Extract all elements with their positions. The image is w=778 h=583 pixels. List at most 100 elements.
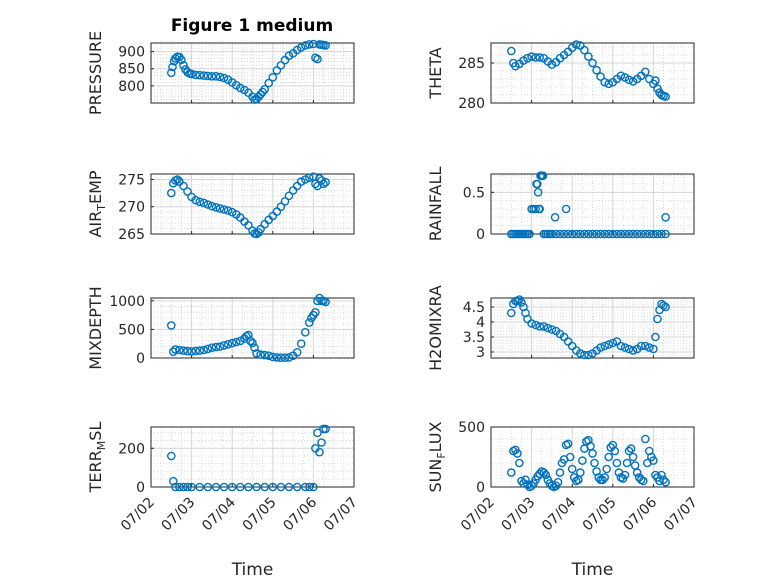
y-tick-label: 4.5 xyxy=(463,300,485,316)
data-point xyxy=(211,202,221,212)
data-point xyxy=(624,446,634,456)
y-axis-label: SUNFLUX xyxy=(426,421,448,492)
data-point xyxy=(311,307,320,317)
data-point xyxy=(604,452,614,462)
data-point xyxy=(191,195,200,205)
data-point xyxy=(651,76,660,85)
data-point xyxy=(195,482,204,492)
data-point xyxy=(276,353,286,363)
data-point xyxy=(300,41,310,50)
data-point xyxy=(649,344,658,354)
data-point xyxy=(284,353,294,362)
data-point xyxy=(555,468,565,477)
data-point xyxy=(527,52,536,61)
y-tick-label: 1000 xyxy=(109,294,145,310)
data-point xyxy=(661,212,670,222)
data-point xyxy=(207,72,217,81)
data-point xyxy=(527,319,536,328)
data-point xyxy=(561,204,571,214)
data-point xyxy=(191,70,200,80)
data-point xyxy=(541,470,551,480)
data-point xyxy=(653,229,662,239)
data-point xyxy=(535,204,545,214)
data-point xyxy=(199,345,209,355)
data-point xyxy=(533,187,543,197)
data-point xyxy=(250,343,259,353)
y-tick-label: 500 xyxy=(458,420,485,436)
subplot-row2-right: 0 0.5 RAINFALL xyxy=(426,167,695,243)
data-point xyxy=(195,346,204,355)
data-point xyxy=(622,458,632,468)
data-point xyxy=(588,58,597,68)
data-point xyxy=(207,343,217,353)
data-point xyxy=(177,55,186,65)
data-point xyxy=(576,229,585,239)
data-point xyxy=(553,477,563,487)
data-point xyxy=(661,302,670,312)
data-point xyxy=(636,229,646,239)
data-point xyxy=(183,187,192,196)
data-point xyxy=(600,341,610,351)
data-point xyxy=(211,482,221,492)
data-point xyxy=(296,43,306,52)
data-point xyxy=(284,482,294,492)
data-point xyxy=(252,349,261,358)
data-point xyxy=(604,229,614,239)
data-point xyxy=(624,344,634,354)
data-point xyxy=(535,53,545,62)
data-point xyxy=(166,68,176,78)
axes-box xyxy=(150,297,355,359)
y-tick-label: 200 xyxy=(118,441,145,457)
data-point xyxy=(645,343,654,352)
data-point xyxy=(628,452,638,462)
axes-box xyxy=(490,42,695,104)
data-point xyxy=(620,229,630,239)
data-point xyxy=(535,469,545,479)
data-point xyxy=(550,212,560,222)
data-point xyxy=(166,321,176,330)
data-point xyxy=(616,229,626,239)
data-point xyxy=(317,438,326,447)
data-point xyxy=(272,353,282,362)
data-point xyxy=(513,449,522,458)
data-point xyxy=(260,350,270,360)
data-point xyxy=(280,353,290,363)
data-point xyxy=(223,206,233,215)
data-point xyxy=(567,229,577,239)
data-point xyxy=(567,464,577,474)
y-tick-label: 3.5 xyxy=(463,330,485,346)
data-point xyxy=(612,458,622,468)
x-axis-label: Time xyxy=(231,560,274,580)
data-point xyxy=(596,229,605,239)
data-point xyxy=(260,482,270,492)
data-point xyxy=(227,482,237,492)
y-axis-label: AIRTEMP xyxy=(86,170,108,237)
data-point xyxy=(300,327,310,337)
data-point xyxy=(521,475,530,485)
data-point xyxy=(651,470,660,480)
data-point xyxy=(296,177,306,186)
data-point xyxy=(659,475,668,485)
data-point xyxy=(590,458,599,468)
y-axis-label: H2OMIXRA xyxy=(426,285,445,371)
data-point xyxy=(179,346,188,355)
y-axis-label: RAINFALL xyxy=(426,167,445,242)
data-point xyxy=(168,62,177,72)
data-point xyxy=(592,65,601,75)
data-point xyxy=(248,338,257,348)
data-point xyxy=(199,71,209,80)
subplot-row2-left: 265 270 275 AIRTEMP xyxy=(86,170,355,243)
data-point xyxy=(661,477,670,487)
data-point xyxy=(580,45,589,55)
data-point xyxy=(506,468,516,477)
data-point xyxy=(187,482,196,492)
data-point xyxy=(592,229,601,239)
data-point xyxy=(539,322,549,331)
data-point xyxy=(235,336,245,346)
y-tick-label: 285 xyxy=(458,56,485,72)
data-point xyxy=(610,446,620,456)
data-point xyxy=(284,191,294,201)
data-point xyxy=(321,177,330,187)
data-point xyxy=(231,337,241,347)
